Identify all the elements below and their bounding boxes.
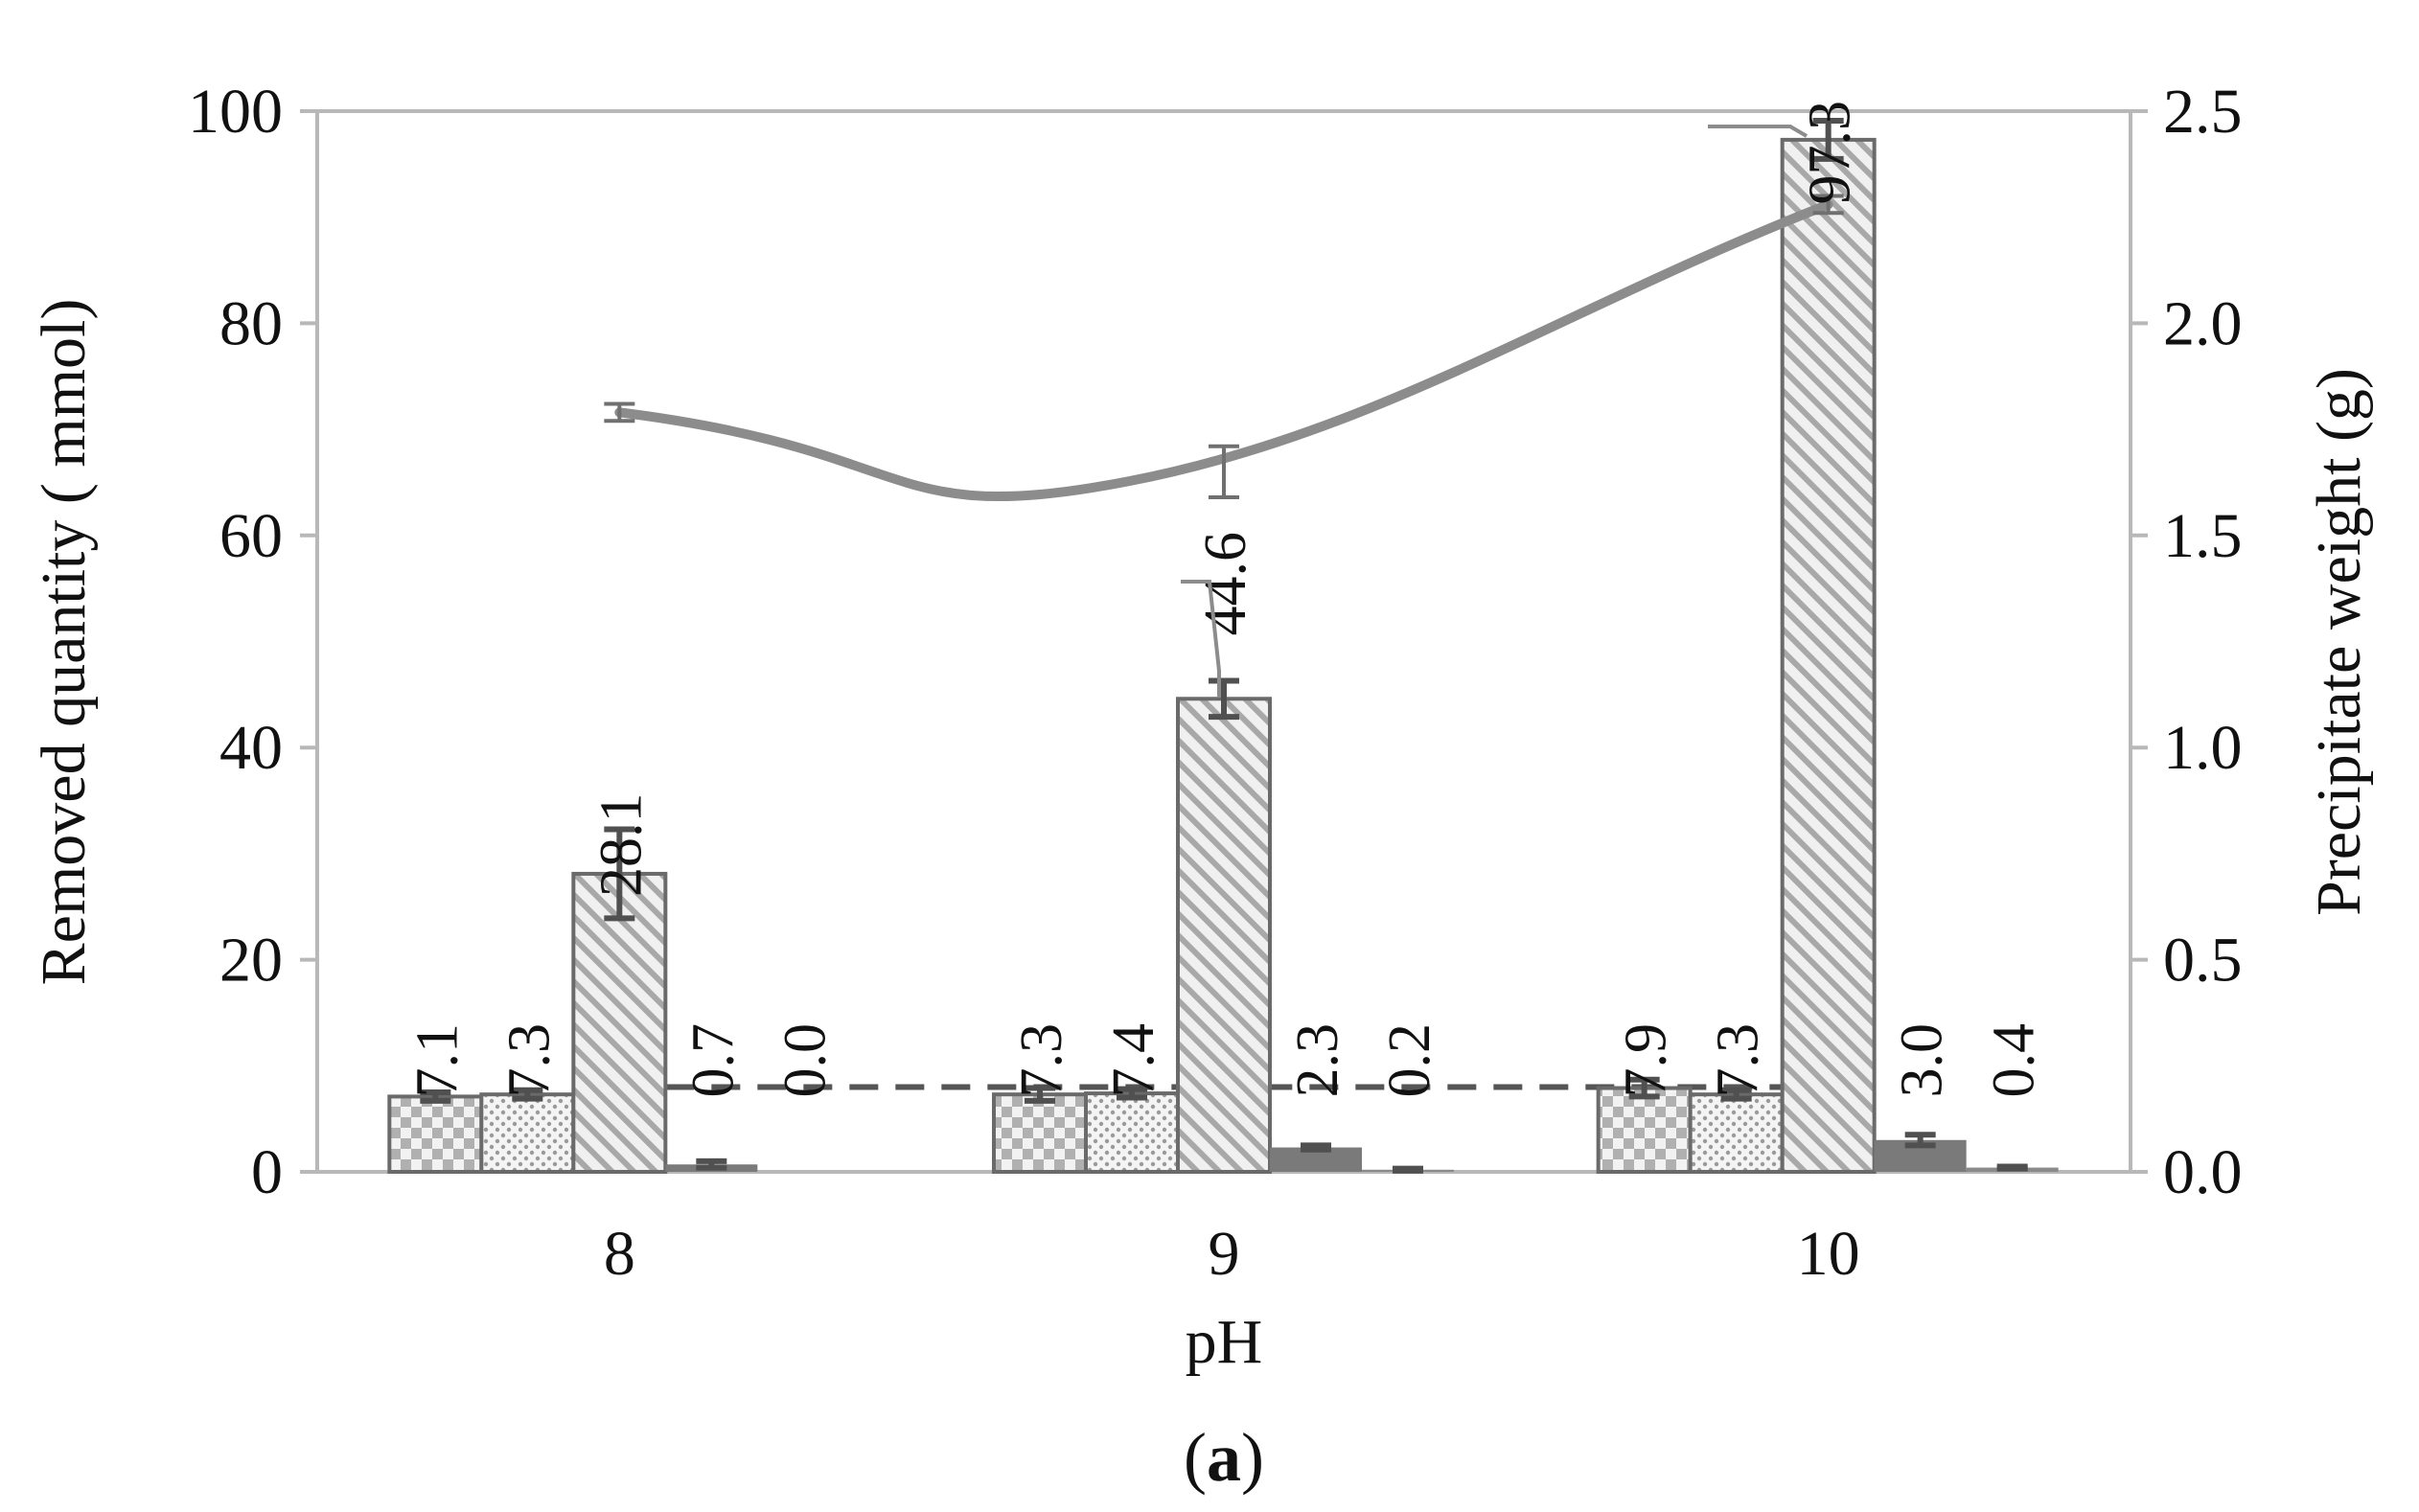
data-label: 7.3: [496, 1023, 562, 1098]
data-label: 7.3: [1009, 1023, 1074, 1098]
y2-tick-label: 1.0: [2163, 713, 2243, 783]
bar: [1084, 1091, 1180, 1175]
y2-tick-label: 1.5: [2163, 501, 2243, 571]
line-layer: [604, 194, 1844, 502]
x-tick-label: 9: [1209, 1219, 1240, 1289]
bar: [992, 1092, 1088, 1174]
bars-layer: [387, 117, 2059, 1175]
data-label: 7.1: [404, 1023, 470, 1098]
bar: [479, 1092, 576, 1174]
data-label: 7.9: [1614, 1023, 1679, 1098]
precipitate-weight-line: [614, 199, 1833, 502]
y-tick-label: 80: [219, 288, 283, 358]
y-tick-label: 100: [188, 77, 283, 147]
data-label: 0.0: [772, 1023, 838, 1098]
panel-label: (a): [1184, 1419, 1264, 1496]
data-label: 44.6: [1193, 532, 1258, 636]
y2-tick-label: 0.5: [2163, 926, 2243, 996]
bar: [1780, 137, 1877, 1174]
bar: [1176, 697, 1272, 1174]
data-label: 28.1: [588, 792, 654, 897]
x-tick-label: 10: [1797, 1219, 1860, 1289]
y2-tick-label: 0.0: [2163, 1137, 2243, 1207]
data-label: 3.0: [1890, 1023, 1955, 1098]
bar: [1596, 1086, 1693, 1174]
y-tick-label: 20: [219, 926, 283, 996]
panel-paren-open: (: [1184, 1419, 1207, 1496]
bar: [1688, 1092, 1785, 1174]
left-axis: 0 20 40 60 80 100: [188, 77, 317, 1207]
data-label: 0.4: [1982, 1023, 2047, 1098]
x-tick-label: 8: [604, 1219, 635, 1289]
data-label: 0.2: [1377, 1023, 1442, 1098]
data-label: 0.7: [680, 1023, 746, 1098]
y-tick-label: 60: [219, 501, 283, 571]
right-axis: 0.0 0.5 1.0 1.5 2.0 2.5: [2131, 77, 2243, 1207]
panel-letter: a: [1207, 1419, 1241, 1496]
y2-tick-label: 2.0: [2163, 288, 2243, 358]
y-tick-label: 0: [251, 1137, 283, 1207]
data-label: 97.3: [1798, 101, 1863, 205]
data-labels-layer: 7.1 7.3 7.9 7.3 7.4 7.3 28.1 44.6 97.3 0.7 2.3 3.0 0…: [404, 101, 2046, 1098]
bar: [571, 871, 668, 1174]
data-label: 2.3: [1285, 1023, 1350, 1098]
label-leader-line: [1708, 125, 1808, 138]
data-label: 7.3: [1706, 1023, 1771, 1098]
bar: [387, 1094, 484, 1174]
y-axis-title: Removed quantity ( mmol): [29, 299, 99, 986]
y2-tick-label: 2.5: [2163, 77, 2243, 147]
panel-paren-close: ): [1241, 1419, 1264, 1496]
data-label: 7.4: [1101, 1023, 1166, 1098]
x-axis: 8 9 10: [604, 1219, 1860, 1289]
x-axis-title: pH: [1186, 1307, 1263, 1377]
label-leader-line: [1181, 580, 1221, 698]
y-tick-label: 40: [219, 713, 283, 783]
y2-axis-title: Precipitate weight (g): [2304, 368, 2374, 916]
